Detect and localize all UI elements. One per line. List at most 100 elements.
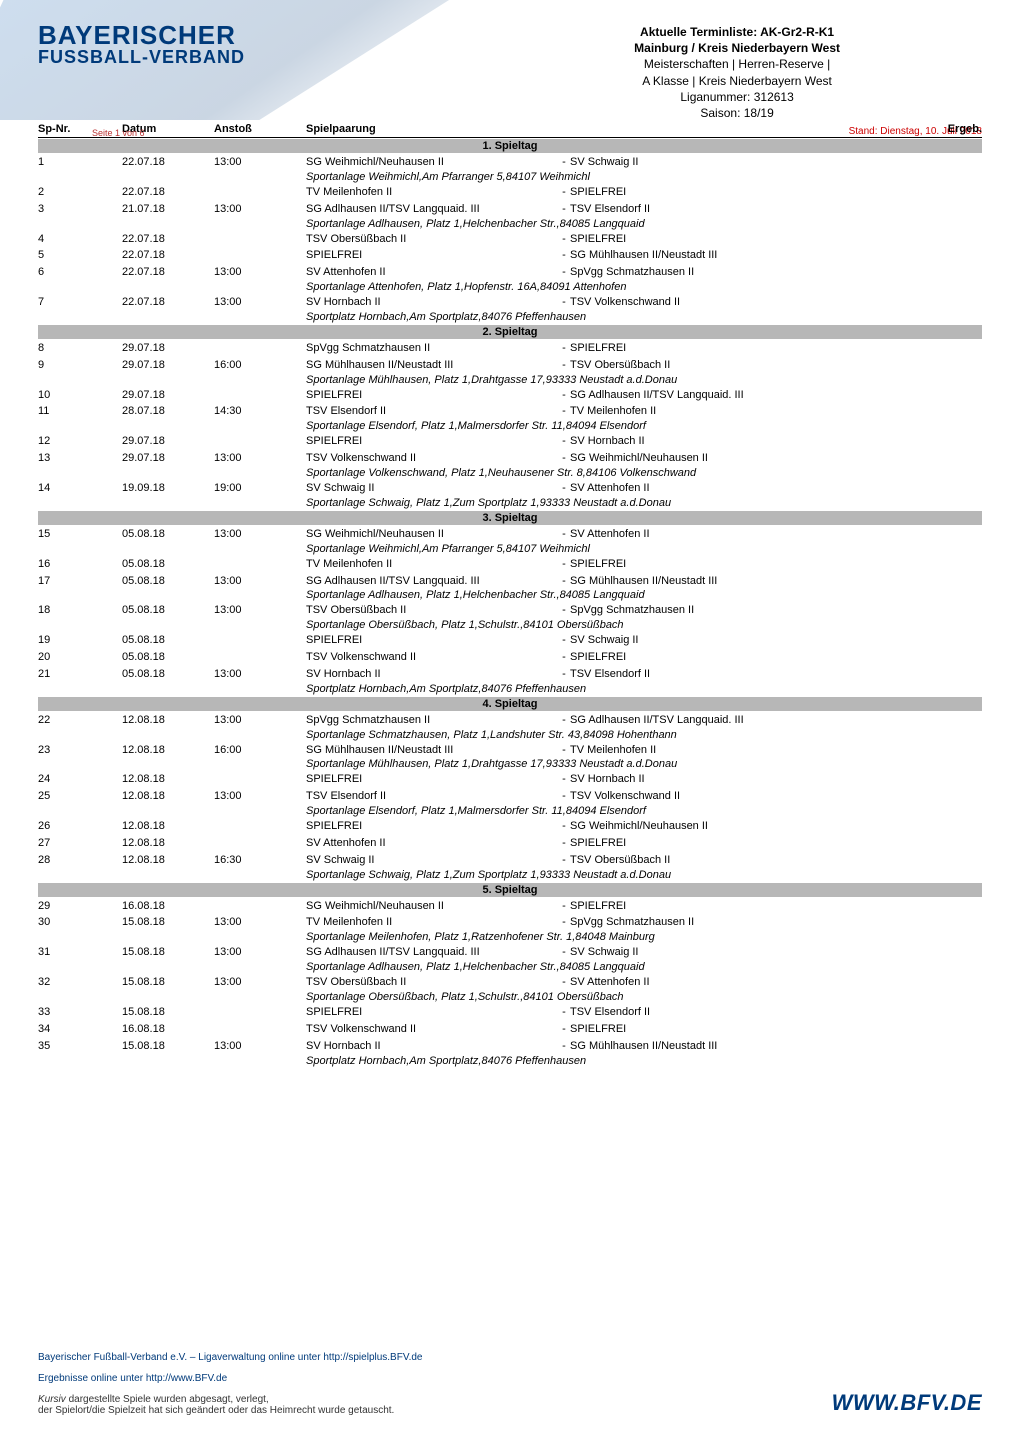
match-date: 12.08.18 [122,743,214,758]
venue-row: Sportanlage Adlhausen, Platz 1,Helchenba… [38,589,982,602]
match-time: 14:30 [214,404,306,419]
venue-text: Sportanlage Volkenschwand, Platz 1,Neuha… [306,467,982,479]
vs-dash: - [558,713,570,728]
venue-row: Sportanlage Schwaig, Platz 1,Zum Sportpl… [38,869,982,882]
match-row: 321.07.1813:00SG Adlhausen II/TSV Langqu… [38,201,982,218]
match-pairing: TV Meilenhofen II-SpVgg Schmatzhausen II [306,915,932,930]
match-pairing: TSV Elsendorf II-TSV Volkenschwand II [306,789,932,804]
match-date: 29.07.18 [122,388,214,403]
away-team: TSV Elsendorf II [570,1005,932,1020]
schedule-table: 1. Spieltag122.07.1813:00SG Weihmichl/Ne… [38,139,982,1068]
away-team: SV Attenhofen II [570,975,932,990]
match-result [932,341,982,356]
match-pairing: SG Adlhausen II/TSV Langquaid. III-SG Mü… [306,574,932,589]
home-team: SG Adlhausen II/TSV Langquaid. III [306,202,558,217]
match-pairing: TV Meilenhofen II-SPIELFREI [306,557,932,572]
match-date: 05.08.18 [122,650,214,665]
away-team: TV Meilenhofen II [570,743,932,758]
match-row: 2005.08.18TSV Volkenschwand II-SPIELFREI [38,649,982,666]
home-team: TSV Volkenschwand II [306,650,558,665]
match-result [932,819,982,834]
match-result [932,1039,982,1054]
match-pairing: SV Schwaig II-TSV Obersüßbach II [306,853,932,868]
match-row: 2512.08.1813:00TSV Elsendorf II-TSV Volk… [38,788,982,805]
match-nr: 7 [38,295,122,310]
away-team: SPIELFREI [570,836,932,851]
home-team: SG Weihmichl/Neuhausen II [306,527,558,542]
match-result [932,667,982,682]
match-nr: 21 [38,667,122,682]
match-row: 2712.08.18SV Attenhofen II-SPIELFREI [38,835,982,852]
vs-dash: - [558,265,570,280]
match-result [932,650,982,665]
vs-dash: - [558,915,570,930]
venue-text: Sportanlage Adlhausen, Platz 1,Helchenba… [306,589,982,601]
match-result [932,1022,982,1037]
away-team: SV Hornbach II [570,772,932,787]
match-date: 22.07.18 [122,295,214,310]
match-date: 15.08.18 [122,1005,214,1020]
match-nr: 17 [38,574,122,589]
vs-dash: - [558,341,570,356]
home-team: SG Weihmichl/Neuhausen II [306,899,558,914]
home-team: SpVgg Schmatzhausen II [306,713,558,728]
venue-spacer [38,543,306,555]
match-nr: 28 [38,853,122,868]
match-time [214,248,306,263]
match-row: 1329.07.1813:00TSV Volkenschwand II-SG W… [38,450,982,467]
match-row: 3115.08.1813:00SG Adlhausen II/TSV Langq… [38,944,982,961]
match-nr: 20 [38,650,122,665]
match-nr: 23 [38,743,122,758]
vs-dash: - [558,899,570,914]
venue-row: Sportplatz Hornbach,Am Sportplatz,84076 … [38,683,982,696]
match-nr: 5 [38,248,122,263]
match-pairing: SPIELFREI-SV Hornbach II [306,772,932,787]
vs-dash: - [558,1005,570,1020]
venue-text: Sportplatz Hornbach,Am Sportplatz,84076 … [306,1055,982,1067]
footer-line-1: Bayerischer Fußball-Verband e.V. – Ligav… [38,1352,982,1363]
match-row: 1605.08.18TV Meilenhofen II-SPIELFREI [38,556,982,573]
venue-text: Sportanlage Adlhausen, Platz 1,Helchenba… [306,218,982,230]
venue-text: Sportplatz Hornbach,Am Sportplatz,84076 … [306,311,982,323]
match-row: 3515.08.1813:00SV Hornbach II-SG Mühlhau… [38,1038,982,1055]
venue-spacer [38,374,306,386]
match-time: 13:00 [214,975,306,990]
venue-row: Sportanlage Weihmichl,Am Pfarranger 5,84… [38,543,982,556]
match-time: 16:00 [214,743,306,758]
vs-dash: - [558,358,570,373]
away-team: SV Attenhofen II [570,527,932,542]
venue-text: Sportanlage Weihmichl,Am Pfarranger 5,84… [306,543,982,555]
home-team: SPIELFREI [306,248,558,263]
match-pairing: SV Attenhofen II-SpVgg Schmatzhausen II [306,265,932,280]
match-pairing: SG Weihmichl/Neuhausen II-SPIELFREI [306,899,932,914]
away-team: SpVgg Schmatzhausen II [570,915,932,930]
match-nr: 33 [38,1005,122,1020]
match-result [932,789,982,804]
spieltag-bar: 3. Spieltag [38,511,982,525]
spieltag-bar: 4. Spieltag [38,697,982,711]
match-pairing: TV Meilenhofen II-SPIELFREI [306,185,932,200]
match-date: 12.08.18 [122,853,214,868]
col-head-erg: Ergeb. [932,123,982,135]
match-nr: 2 [38,185,122,200]
venue-row: Sportanlage Elsendorf, Platz 1,Malmersdo… [38,420,982,433]
venue-spacer [38,589,306,601]
match-time [214,1022,306,1037]
match-pairing: SG Adlhausen II/TSV Langquaid. III-TSV E… [306,202,932,217]
bfv-logo: BAYERISCHER FUSSBALL-VERBAND [38,20,245,68]
match-date: 22.07.18 [122,265,214,280]
match-date: 28.07.18 [122,404,214,419]
match-row: 3416.08.18TSV Volkenschwand II-SPIELFREI [38,1021,982,1038]
match-pairing: SpVgg Schmatzhausen II-SPIELFREI [306,341,932,356]
match-time [214,341,306,356]
home-team: SG Adlhausen II/TSV Langquaid. III [306,945,558,960]
home-team: SG Mühlhausen II/Neustadt III [306,358,558,373]
home-team: TSV Elsendorf II [306,404,558,419]
venue-row: Sportanlage Obersüßbach, Platz 1,Schulst… [38,619,982,632]
match-result [932,975,982,990]
match-row: 929.07.1816:00SG Mühlhausen II/Neustadt … [38,357,982,374]
match-date: 22.07.18 [122,248,214,263]
away-team: SPIELFREI [570,185,932,200]
venue-text: Sportanlage Adlhausen, Platz 1,Helchenba… [306,961,982,973]
match-result [932,481,982,496]
